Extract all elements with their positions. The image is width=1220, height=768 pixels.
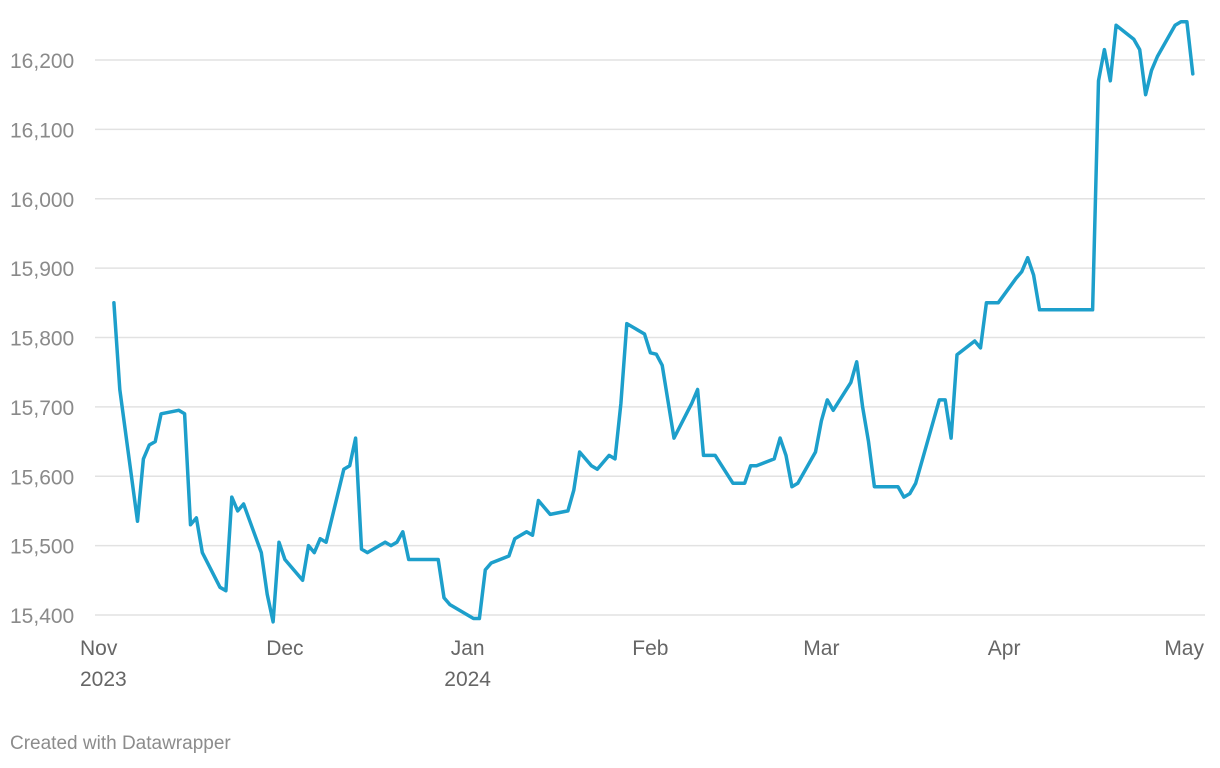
y-tick-label: 15,400 bbox=[10, 605, 74, 628]
gridlines bbox=[95, 59, 1205, 616]
series-line bbox=[112, 20, 1195, 624]
y-tick-label: 15,700 bbox=[10, 397, 74, 420]
y-tick-label: 15,500 bbox=[10, 536, 74, 559]
series-layer bbox=[112, 20, 1195, 624]
y-tick-label: 15,800 bbox=[10, 328, 74, 351]
x-tick-label: Feb bbox=[632, 637, 668, 660]
y-tick-label: 16,200 bbox=[10, 50, 74, 73]
x-tick-year-label: 2023 bbox=[80, 668, 127, 691]
y-tick-label: 15,600 bbox=[10, 466, 74, 489]
y-tick-label: 16,100 bbox=[10, 119, 74, 142]
datawrapper-credit: Created with Datawrapper bbox=[10, 733, 231, 754]
x-tick-label: Apr bbox=[988, 637, 1021, 660]
y-tick-label: 16,000 bbox=[10, 189, 74, 212]
x-tick-label: Nov bbox=[80, 637, 118, 660]
y-tick-label: 15,900 bbox=[10, 258, 74, 281]
x-tick-label: Jan bbox=[451, 637, 485, 660]
x-tick-label: May bbox=[1164, 637, 1204, 660]
x-axis-tick-labels: Nov 2023 Dec Jan 2024 Feb Mar Apr May bbox=[80, 637, 1204, 691]
x-tick-label: Dec bbox=[266, 637, 303, 660]
x-tick-label: Mar bbox=[803, 637, 839, 660]
x-tick-year-label: 2024 bbox=[444, 668, 491, 691]
y-axis-tick-labels: 15,400 15,500 15,600 15,700 15,800 15,900 16,0… bbox=[10, 50, 74, 628]
